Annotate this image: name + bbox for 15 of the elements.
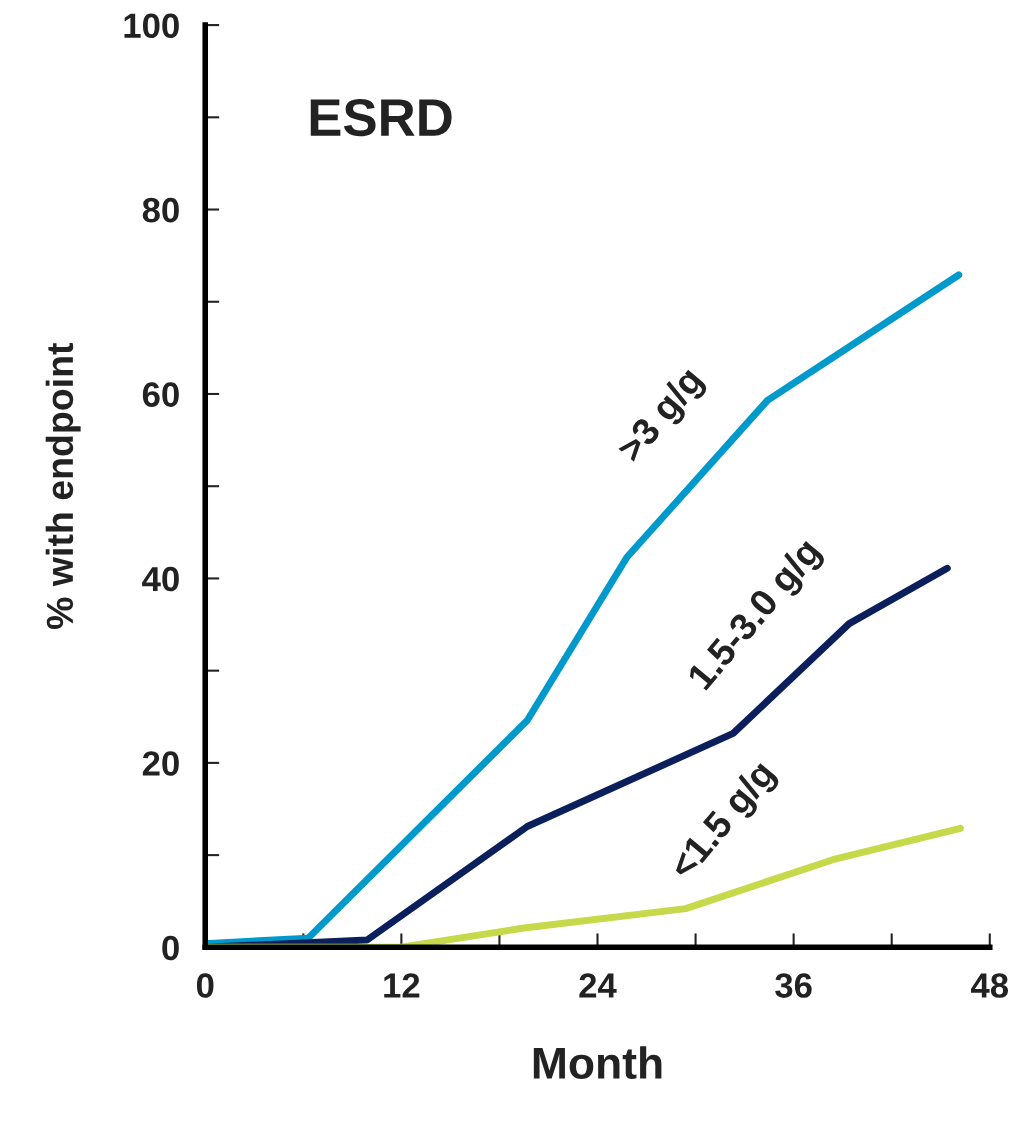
y-tick-label: 100	[124, 13, 179, 38]
x-tick-label: 48	[970, 973, 1009, 998]
x-axis-title: Month	[533, 1046, 662, 1080]
text: >3 g/g	[614, 365, 710, 469]
x-tick-label: 0	[196, 973, 214, 998]
x-tick-label: 12	[384, 973, 420, 998]
y-tick-label: 40	[142, 566, 179, 592]
y-tick-label: 0	[162, 935, 179, 961]
text: ESRD	[310, 98, 452, 137]
x-tick-label: 24	[579, 973, 617, 998]
y-axis-title: % with endpoint	[45, 342, 81, 629]
x-tick-label: 36	[775, 973, 812, 998]
y-tick-label: 20	[142, 751, 179, 776]
y-tick-label: 80	[142, 197, 179, 223]
y-tick-label: 60	[142, 382, 179, 407]
